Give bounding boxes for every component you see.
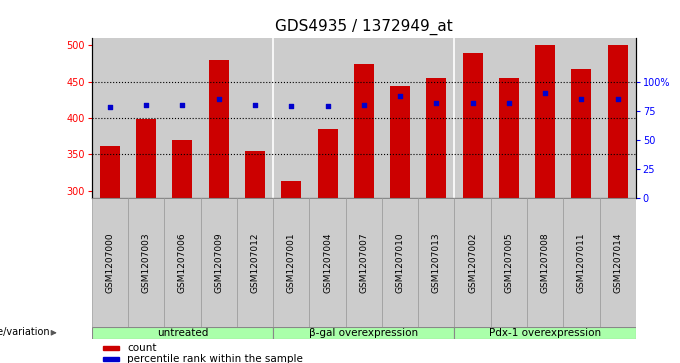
Text: Pdx-1 overexpression: Pdx-1 overexpression <box>489 328 601 338</box>
Text: GSM1207006: GSM1207006 <box>178 232 187 293</box>
Point <box>394 93 405 98</box>
Point <box>576 96 587 102</box>
Bar <box>318 129 337 198</box>
FancyBboxPatch shape <box>382 198 418 327</box>
Bar <box>454 38 491 198</box>
FancyBboxPatch shape <box>418 198 454 327</box>
Point <box>250 102 260 108</box>
Bar <box>209 60 228 198</box>
Text: GSM1207000: GSM1207000 <box>105 232 114 293</box>
Point <box>322 103 333 109</box>
Text: GSM1207008: GSM1207008 <box>541 232 549 293</box>
Text: count: count <box>127 343 156 353</box>
Bar <box>237 38 273 198</box>
FancyBboxPatch shape <box>92 327 273 339</box>
FancyBboxPatch shape <box>563 198 600 327</box>
Bar <box>282 181 301 198</box>
Text: β-gal overexpression: β-gal overexpression <box>309 328 418 338</box>
FancyBboxPatch shape <box>92 198 128 327</box>
Bar <box>608 45 628 198</box>
Bar <box>92 38 128 198</box>
Point <box>286 103 296 109</box>
FancyBboxPatch shape <box>600 198 636 327</box>
Text: GSM1207013: GSM1207013 <box>432 232 441 293</box>
Text: GSM1207002: GSM1207002 <box>468 232 477 293</box>
Point <box>214 96 224 102</box>
Bar <box>128 38 165 198</box>
Bar <box>563 38 600 198</box>
FancyBboxPatch shape <box>273 198 309 327</box>
Text: GSM1207011: GSM1207011 <box>577 232 586 293</box>
Bar <box>173 140 192 198</box>
Title: GDS4935 / 1372949_at: GDS4935 / 1372949_at <box>275 19 453 35</box>
Bar <box>354 64 374 198</box>
Bar <box>527 38 563 198</box>
Bar <box>345 38 382 198</box>
FancyBboxPatch shape <box>527 198 563 327</box>
Text: GSM1207010: GSM1207010 <box>396 232 405 293</box>
Bar <box>418 38 454 198</box>
Bar <box>535 45 555 198</box>
FancyBboxPatch shape <box>491 198 527 327</box>
FancyBboxPatch shape <box>165 198 201 327</box>
Text: GSM1207005: GSM1207005 <box>505 232 513 293</box>
FancyBboxPatch shape <box>128 198 165 327</box>
FancyBboxPatch shape <box>201 198 237 327</box>
Point <box>358 102 369 108</box>
Bar <box>390 86 410 198</box>
Bar <box>600 38 636 198</box>
Point <box>141 102 152 108</box>
Bar <box>103 346 119 350</box>
Text: percentile rank within the sample: percentile rank within the sample <box>127 354 303 363</box>
Text: GSM1207012: GSM1207012 <box>250 232 260 293</box>
Bar <box>382 38 418 198</box>
FancyBboxPatch shape <box>454 198 491 327</box>
Bar <box>426 78 446 198</box>
FancyBboxPatch shape <box>345 198 382 327</box>
Point <box>467 100 478 106</box>
Point <box>177 102 188 108</box>
Bar <box>165 38 201 198</box>
Bar <box>136 119 156 198</box>
Bar <box>491 38 527 198</box>
FancyBboxPatch shape <box>237 198 273 327</box>
Point <box>503 100 514 106</box>
Bar <box>201 38 237 198</box>
Bar <box>309 38 345 198</box>
FancyBboxPatch shape <box>454 327 636 339</box>
Bar <box>571 69 592 198</box>
FancyBboxPatch shape <box>309 198 345 327</box>
Text: GSM1207014: GSM1207014 <box>613 232 622 293</box>
Bar <box>100 146 120 198</box>
Text: genotype/variation: genotype/variation <box>0 327 50 338</box>
FancyBboxPatch shape <box>273 327 454 339</box>
Point <box>612 96 623 102</box>
Text: GSM1207009: GSM1207009 <box>214 232 223 293</box>
Point <box>431 100 442 106</box>
Text: GSM1207001: GSM1207001 <box>287 232 296 293</box>
Point <box>540 90 551 96</box>
Text: GSM1207004: GSM1207004 <box>323 232 332 293</box>
Text: GSM1207003: GSM1207003 <box>141 232 151 293</box>
Bar <box>245 151 265 198</box>
Bar <box>273 38 309 198</box>
Bar <box>103 357 119 361</box>
Bar <box>499 78 519 198</box>
Text: untreated: untreated <box>157 328 208 338</box>
Text: GSM1207007: GSM1207007 <box>359 232 369 293</box>
Bar <box>462 53 483 198</box>
Point <box>105 104 116 110</box>
